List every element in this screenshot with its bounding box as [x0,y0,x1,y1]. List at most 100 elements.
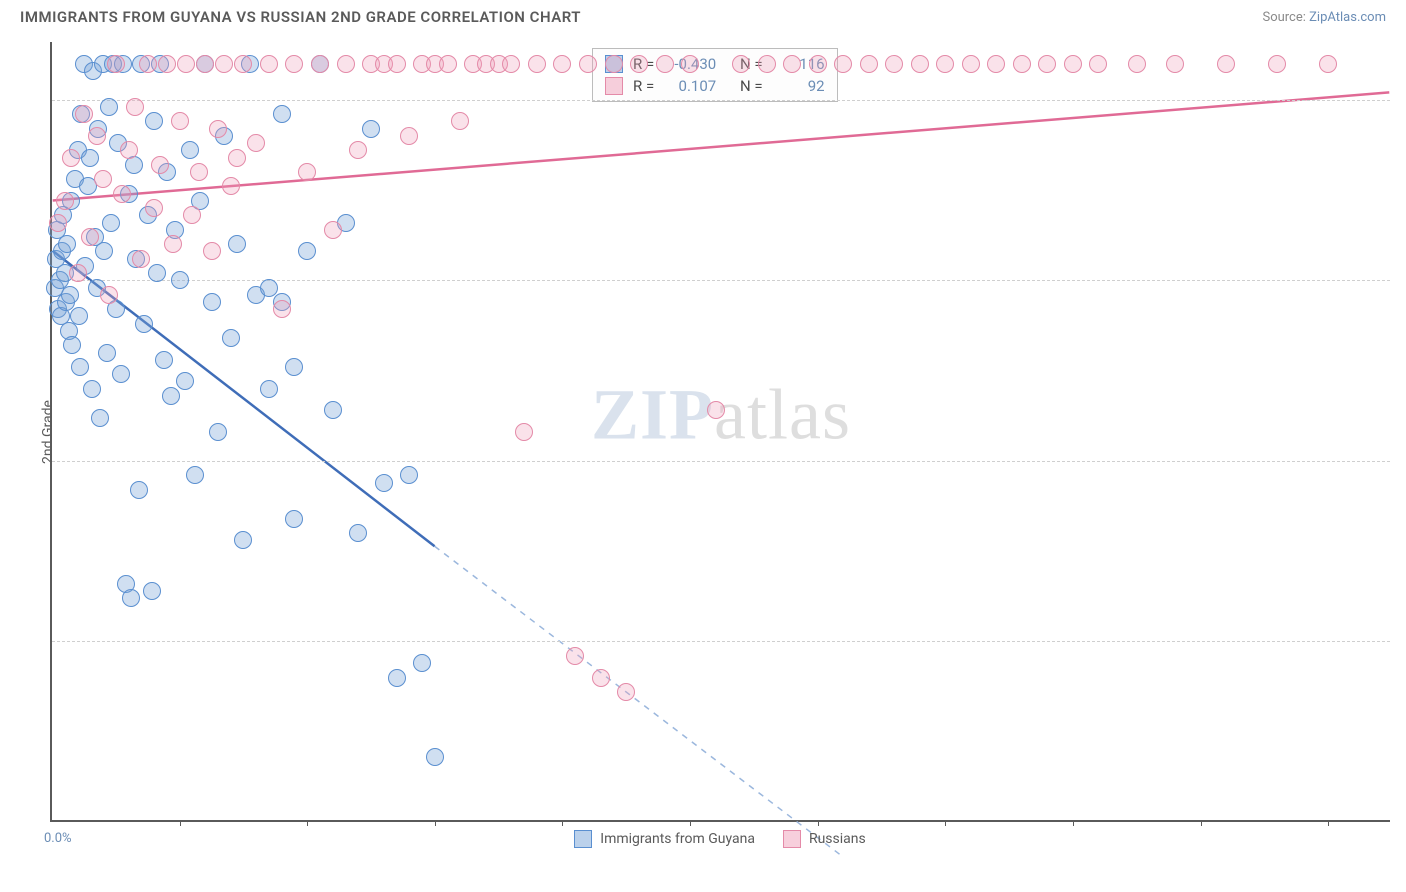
data-point [413,654,431,672]
data-point [349,141,367,159]
data-point [171,112,189,130]
data-point [209,120,227,138]
data-point [100,98,118,116]
data-point [196,55,214,73]
data-point [987,55,1005,73]
gridline [52,641,1390,642]
swatch-icon [783,830,801,848]
data-point [337,55,355,73]
x-tick-mark [1073,820,1074,826]
data-point [617,683,635,701]
data-point [260,55,278,73]
legend-item-russians: Russians [783,830,866,848]
data-point [81,149,99,167]
data-point [656,55,674,73]
data-point [203,293,221,311]
data-point [139,55,157,73]
data-point [135,315,153,333]
data-point [260,279,278,297]
data-point [439,55,457,73]
data-point [98,344,116,362]
data-point [228,149,246,167]
bottom-legend: Immigrants from Guyana Russians [50,830,1390,848]
data-point [592,669,610,687]
data-point [234,531,252,549]
data-point [911,55,929,73]
data-point [162,387,180,405]
data-point [362,120,380,138]
data-point [234,55,252,73]
data-point [75,105,93,123]
data-point [148,264,166,282]
data-point [113,185,131,203]
data-point [190,163,208,181]
data-point [177,55,195,73]
data-point [630,55,648,73]
legend-label: Russians [809,831,866,847]
data-point [145,199,163,217]
data-point [58,235,76,253]
data-point [102,214,120,232]
data-point [1319,55,1337,73]
data-point [579,55,597,73]
data-point [324,221,342,239]
data-point [1013,55,1031,73]
gridline [52,461,1390,462]
data-point [885,55,903,73]
correlation-scatter-chart: 2nd Grade ZIPatlas R = -0.430 N = 116 R … [50,42,1390,822]
chart-header: IMMIGRANTS FROM GUYANA VS RUSSIAN 2ND GR… [0,0,1406,30]
swatch-icon [605,77,623,95]
data-point [132,250,150,268]
data-point [834,55,852,73]
data-point [100,286,118,304]
data-point [107,55,125,73]
legend-item-guyana: Immigrants from Guyana [574,830,755,848]
data-point [120,141,138,159]
source-attribution: Source: ZipAtlas.com [1262,10,1386,25]
data-point [91,409,109,427]
data-point [222,329,240,347]
x-tick-mark [945,820,946,826]
data-point [176,372,194,390]
x-tick-mark [1328,820,1329,826]
data-point [605,55,623,73]
data-point [298,242,316,260]
data-point [375,474,393,492]
data-point [528,55,546,73]
data-point [1166,55,1184,73]
data-point [145,112,163,130]
watermark-zip: ZIP [591,375,714,455]
data-point [273,300,291,318]
data-point [70,307,88,325]
data-point [122,589,140,607]
data-point [83,380,101,398]
trend-lines-layer [52,42,1390,820]
x-tick-mark [818,820,819,826]
data-point [209,423,227,441]
x-tick-mark [180,820,181,826]
data-point [860,55,878,73]
data-point [1128,55,1146,73]
data-point [553,55,571,73]
data-point [222,177,240,195]
data-point [94,170,112,188]
data-point [63,336,81,354]
plot-area: ZIPatlas R = -0.430 N = 116 R = 0.107 N … [50,42,1390,822]
data-point [451,112,469,130]
data-point [311,55,329,73]
gridline [52,280,1390,281]
data-point [388,55,406,73]
stat-r-label: R = [633,77,654,95]
source-link[interactable]: ZipAtlas.com [1309,10,1386,25]
data-point [151,156,169,174]
data-point [681,55,699,73]
data-point [502,55,520,73]
data-point [285,55,303,73]
data-point [62,149,80,167]
data-point [155,351,173,369]
data-point [298,163,316,181]
data-point [126,98,144,116]
data-point [88,127,106,145]
data-point [809,55,827,73]
source-prefix: Source: [1262,10,1309,25]
